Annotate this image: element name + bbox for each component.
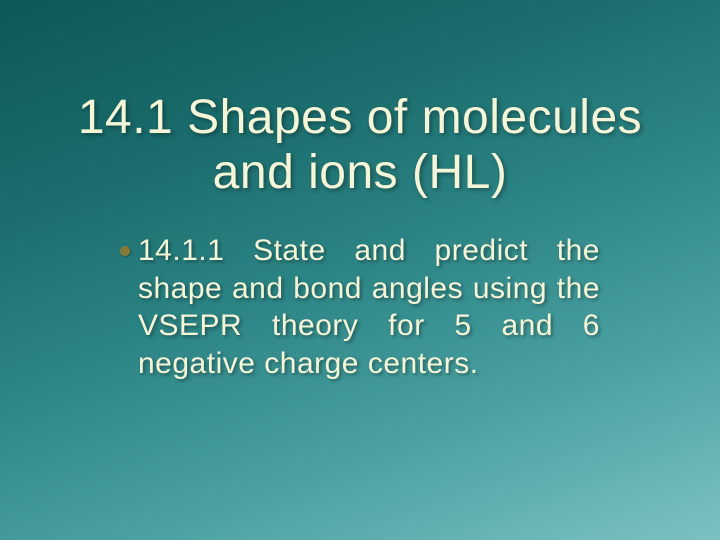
- bullet-icon: [120, 246, 130, 256]
- body-text: 14.1.1 State and predict the shape and b…: [138, 232, 600, 382]
- presentation-slide: 14.1 Shapes of molecules and ions (HL) 1…: [0, 0, 720, 540]
- slide-title: 14.1 Shapes of molecules and ions (HL): [60, 90, 660, 200]
- slide-body: 14.1.1 State and predict the shape and b…: [60, 232, 660, 382]
- body-item: 14.1.1 State and predict the shape and b…: [120, 232, 600, 382]
